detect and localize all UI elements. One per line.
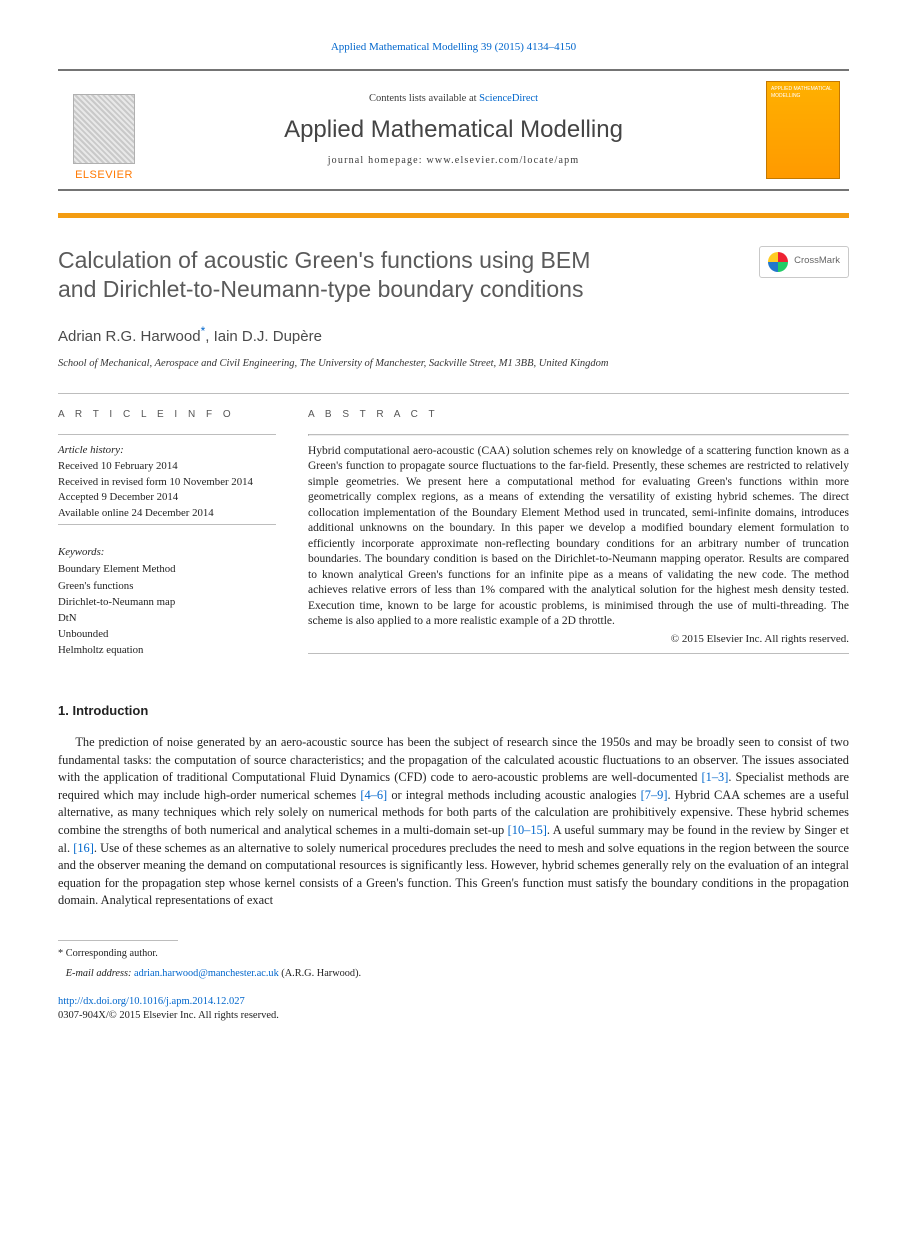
cover-thumb-wrap: APPLIED MATHEMATICAL MODELLING <box>757 71 849 189</box>
email-owner: (A.R.G. Harwood). <box>281 968 361 979</box>
mini-rule <box>308 434 849 436</box>
history-list: Received 10 February 2014 Received in re… <box>58 459 276 522</box>
contents-prefix: Contents lists available at <box>369 93 479 104</box>
crossmark-badge[interactable]: CrossMark <box>759 246 849 278</box>
masthead: ELSEVIER Contents lists available at Sci… <box>58 69 849 191</box>
journal-title: Applied Mathematical Modelling <box>150 114 757 146</box>
section-divider <box>58 393 849 394</box>
mini-rule <box>58 434 276 435</box>
citation-link[interactable]: [16] <box>73 841 94 855</box>
keyword-item: Boundary Element Method <box>58 561 276 577</box>
article-info-column: A R T I C L E I N F O Article history: R… <box>58 408 276 658</box>
mini-rule <box>58 524 276 525</box>
abstract-label: A B S T R A C T <box>308 408 849 422</box>
contents-line: Contents lists available at ScienceDirec… <box>150 92 757 106</box>
section-heading-1: 1. Introduction <box>58 702 849 720</box>
abstract-column: A B S T R A C T Hybrid computational aer… <box>308 408 849 658</box>
publisher-name: ELSEVIER <box>75 168 133 183</box>
keyword-item: DtN <box>58 610 276 626</box>
mini-rule <box>308 653 849 654</box>
orange-rule <box>58 213 849 218</box>
email-line: E-mail address: adrian.harwood@mancheste… <box>58 967 849 981</box>
doi-block: http://dx.doi.org/10.1016/j.apm.2014.12.… <box>58 995 849 1023</box>
keywords-head: Keywords: <box>58 545 276 560</box>
title-line-1: Calculation of acoustic Green's function… <box>58 247 590 273</box>
journal-cover-icon: APPLIED MATHEMATICAL MODELLING <box>766 81 840 179</box>
publisher-block: ELSEVIER <box>58 71 150 189</box>
para-text: or integral methods including acoustic a… <box>387 788 640 802</box>
issn-copyright: 0307-904X/© 2015 Elsevier Inc. All right… <box>58 1010 279 1021</box>
masthead-center: Contents lists available at ScienceDirec… <box>150 71 757 189</box>
author-line: Adrian R.G. Harwood*, Iain D.J. Dupère <box>58 323 849 347</box>
footnote-rule <box>58 940 178 941</box>
crossmark-label: CrossMark <box>794 255 840 268</box>
article-title: Calculation of acoustic Green's function… <box>58 246 739 305</box>
title-row: Calculation of acoustic Green's function… <box>58 246 849 305</box>
author-2: , Iain D.J. Dupère <box>205 328 322 345</box>
author-1: Adrian R.G. Harwood <box>58 328 201 345</box>
author-email-link[interactable]: adrian.harwood@manchester.ac.uk <box>134 968 279 979</box>
title-line-2: and Dirichlet-to-Neumann-type boundary c… <box>58 276 583 302</box>
email-label: E-mail address: <box>66 968 132 979</box>
history-item: Received 10 February 2014 <box>58 459 276 475</box>
journal-homepage: journal homepage: www.elsevier.com/locat… <box>150 154 757 168</box>
citation-link[interactable]: [7–9] <box>641 788 668 802</box>
abstract-text: Hybrid computational aero-acoustic (CAA)… <box>308 444 849 630</box>
abstract-copyright: © 2015 Elsevier Inc. All rights reserved… <box>308 632 849 647</box>
sciencedirect-link[interactable]: ScienceDirect <box>479 93 538 104</box>
corresponding-author-note: * Corresponding author. <box>58 947 849 961</box>
history-item: Accepted 9 December 2014 <box>58 490 276 506</box>
keyword-item: Unbounded <box>58 626 276 642</box>
keyword-item: Helmholtz equation <box>58 642 276 658</box>
intro-paragraph: The prediction of noise generated by an … <box>58 734 849 910</box>
journal-ref-link[interactable]: Applied Mathematical Modelling 39 (2015)… <box>331 41 576 53</box>
citation-link[interactable]: [4–6] <box>360 788 387 802</box>
history-item: Available online 24 December 2014 <box>58 506 276 522</box>
elsevier-tree-icon <box>73 94 135 164</box>
keyword-item: Dirichlet-to-Neumann map <box>58 594 276 610</box>
info-abstract-row: A R T I C L E I N F O Article history: R… <box>58 408 849 658</box>
doi-link[interactable]: http://dx.doi.org/10.1016/j.apm.2014.12.… <box>58 996 245 1007</box>
keyword-item: Green's functions <box>58 578 276 594</box>
crossmark-icon <box>768 252 788 272</box>
article-info-label: A R T I C L E I N F O <box>58 408 276 422</box>
citation-link[interactable]: [1–3] <box>702 770 729 784</box>
history-item: Received in revised form 10 November 201… <box>58 475 276 491</box>
affiliation: School of Mechanical, Aerospace and Civi… <box>58 357 849 371</box>
history-head: Article history: <box>58 443 276 458</box>
keywords-list: Boundary Element Method Green's function… <box>58 561 276 658</box>
para-text: . Use of these schemes as an alternative… <box>58 841 849 908</box>
journal-reference: Applied Mathematical Modelling 39 (2015)… <box>58 40 849 55</box>
citation-link[interactable]: [10–15] <box>508 823 547 837</box>
